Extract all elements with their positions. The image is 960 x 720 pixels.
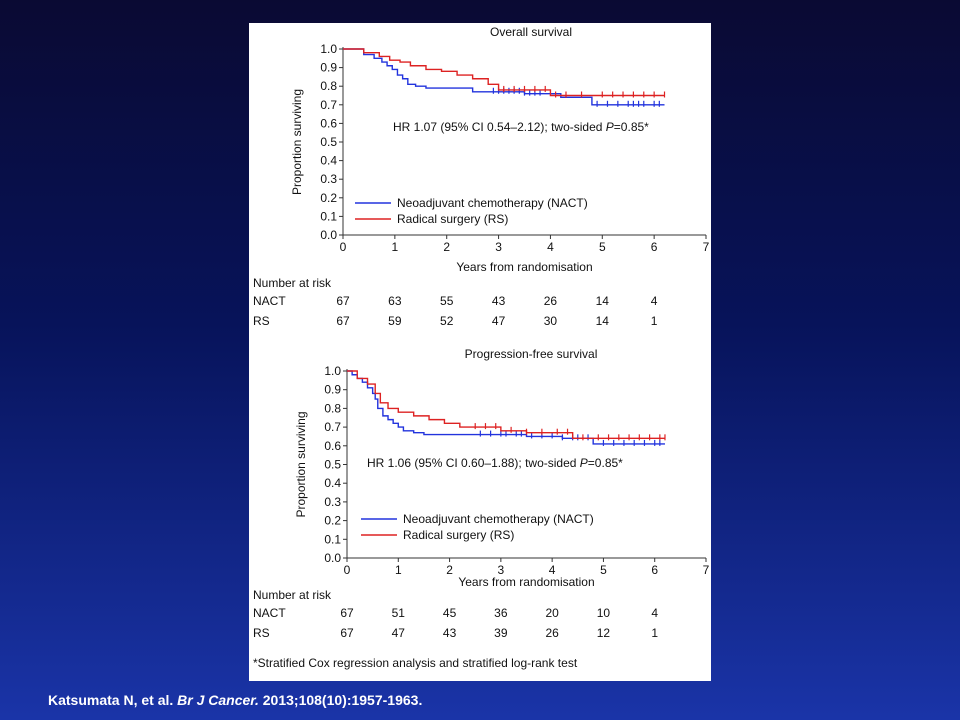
x-tick-label: 4 <box>549 563 556 577</box>
risk-value: 39 <box>494 626 508 640</box>
y-tick-label: 0.8 <box>324 401 341 415</box>
risk-value: 67 <box>336 294 350 308</box>
risk-value: 36 <box>494 606 508 620</box>
hr-annotation: HR 1.06 (95% CI 0.60–1.88); two-sided P=… <box>367 456 623 470</box>
y-axis-label: Proportion surviving <box>294 411 308 517</box>
legend-label: Radical surgery (RS) <box>403 528 514 542</box>
y-tick-label: 0.9 <box>324 383 341 397</box>
x-tick-label: 3 <box>495 240 502 254</box>
risk-value: 26 <box>545 626 559 640</box>
x-tick-label: 2 <box>443 240 450 254</box>
y-tick-label: 0.8 <box>320 79 337 93</box>
x-tick-label: 0 <box>344 563 351 577</box>
legend-label: Neoadjuvant chemotherapy (NACT) <box>397 196 588 210</box>
risk-value: 45 <box>443 606 457 620</box>
series-line-rs <box>347 370 665 440</box>
series-line-rs <box>343 48 665 97</box>
legend-label: Radical surgery (RS) <box>397 212 508 226</box>
risk-value: 47 <box>492 314 506 328</box>
risk-value: 4 <box>651 294 658 308</box>
y-tick-label: 0.2 <box>320 191 337 205</box>
x-tick-label: 3 <box>498 563 505 577</box>
x-tick-label: 1 <box>392 240 399 254</box>
risk-table-title: Number at risk <box>253 276 332 290</box>
citation-authors: Katsumata N, et al. <box>48 692 174 708</box>
y-tick-label: 1.0 <box>324 364 341 378</box>
x-tick-label: 0 <box>340 240 347 254</box>
risk-value: 43 <box>492 294 506 308</box>
x-tick-label: 4 <box>547 240 554 254</box>
x-tick-label: 5 <box>600 563 607 577</box>
y-tick-label: 0.5 <box>324 458 341 472</box>
x-axis-label: Years from randomisation <box>456 260 592 274</box>
risk-value: 1 <box>651 626 658 640</box>
x-axis-label: Years from randomisation <box>458 575 594 589</box>
citation: Katsumata N, et al. Br J Cancer. 2013;10… <box>48 692 422 708</box>
y-tick-label: 0.4 <box>324 476 341 490</box>
y-tick-label: 0.0 <box>324 551 341 565</box>
y-axis-label: Proportion surviving <box>290 89 304 195</box>
risk-value: 55 <box>440 294 454 308</box>
chart-title: Overall survival <box>490 25 572 39</box>
risk-value: 4 <box>651 606 658 620</box>
x-tick-label: 5 <box>599 240 606 254</box>
footnote: *Stratified Cox regression analysis and … <box>253 656 578 670</box>
y-tick-label: 0.6 <box>324 439 341 453</box>
x-tick-label: 6 <box>651 240 658 254</box>
y-tick-label: 0.2 <box>324 514 341 528</box>
y-tick-label: 0.7 <box>320 98 337 112</box>
legend-label: Neoadjuvant chemotherapy (NACT) <box>403 512 594 526</box>
y-tick-label: 0.3 <box>320 172 337 186</box>
risk-row-label: NACT <box>253 294 286 308</box>
y-tick-label: 0.1 <box>320 209 337 223</box>
citation-ref: 2013;108(10):1957-1963. <box>262 692 423 708</box>
risk-table-title: Number at risk <box>253 588 332 602</box>
y-tick-label: 0.6 <box>320 116 337 130</box>
x-tick-label: 7 <box>703 563 710 577</box>
risk-value: 12 <box>597 626 611 640</box>
y-tick-label: 0.1 <box>324 532 341 546</box>
risk-row-label: RS <box>253 626 270 640</box>
risk-value: 67 <box>336 314 350 328</box>
y-tick-label: 0.9 <box>320 61 337 75</box>
risk-value: 67 <box>340 606 354 620</box>
risk-value: 67 <box>340 626 354 640</box>
risk-value: 51 <box>392 606 406 620</box>
risk-value: 14 <box>596 314 610 328</box>
y-tick-label: 0.0 <box>320 228 337 242</box>
series-line-nact <box>347 370 665 445</box>
y-tick-label: 0.4 <box>320 154 337 168</box>
risk-value: 20 <box>545 606 559 620</box>
risk-row-label: NACT <box>253 606 286 620</box>
y-tick-label: 0.7 <box>324 420 341 434</box>
risk-value: 30 <box>544 314 558 328</box>
x-tick-label: 1 <box>395 563 402 577</box>
survival-charts: Overall survival 0.0 0.1 0.2 0.3 0.4 0.5 0.6 0.7… <box>253 25 710 640</box>
risk-value: 63 <box>388 294 402 308</box>
risk-value: 1 <box>651 314 658 328</box>
x-tick-label: 2 <box>446 563 453 577</box>
x-tick-label: 6 <box>651 563 658 577</box>
risk-value: 14 <box>596 294 610 308</box>
risk-value: 10 <box>597 606 611 620</box>
y-tick-label: 1.0 <box>320 42 337 56</box>
figure-panel: Overall survival 0.0 0.1 0.2 0.3 0.4 0.5 0.6 0.7… <box>249 23 711 681</box>
risk-value: 26 <box>544 294 558 308</box>
risk-value: 52 <box>440 314 454 328</box>
x-tick-label: 7 <box>703 240 710 254</box>
series-line-nact <box>343 48 665 106</box>
y-tick-label: 0.3 <box>324 495 341 509</box>
hr-annotation: HR 1.07 (95% CI 0.54–2.12); two-sided P=… <box>393 120 649 134</box>
risk-value: 43 <box>443 626 457 640</box>
chart-title: Progression-free survival <box>465 347 598 361</box>
risk-value: 47 <box>392 626 406 640</box>
risk-value: 59 <box>388 314 402 328</box>
y-tick-label: 0.5 <box>320 135 337 149</box>
risk-row-label: RS <box>253 314 270 328</box>
citation-journal: Br J Cancer. <box>177 692 259 708</box>
